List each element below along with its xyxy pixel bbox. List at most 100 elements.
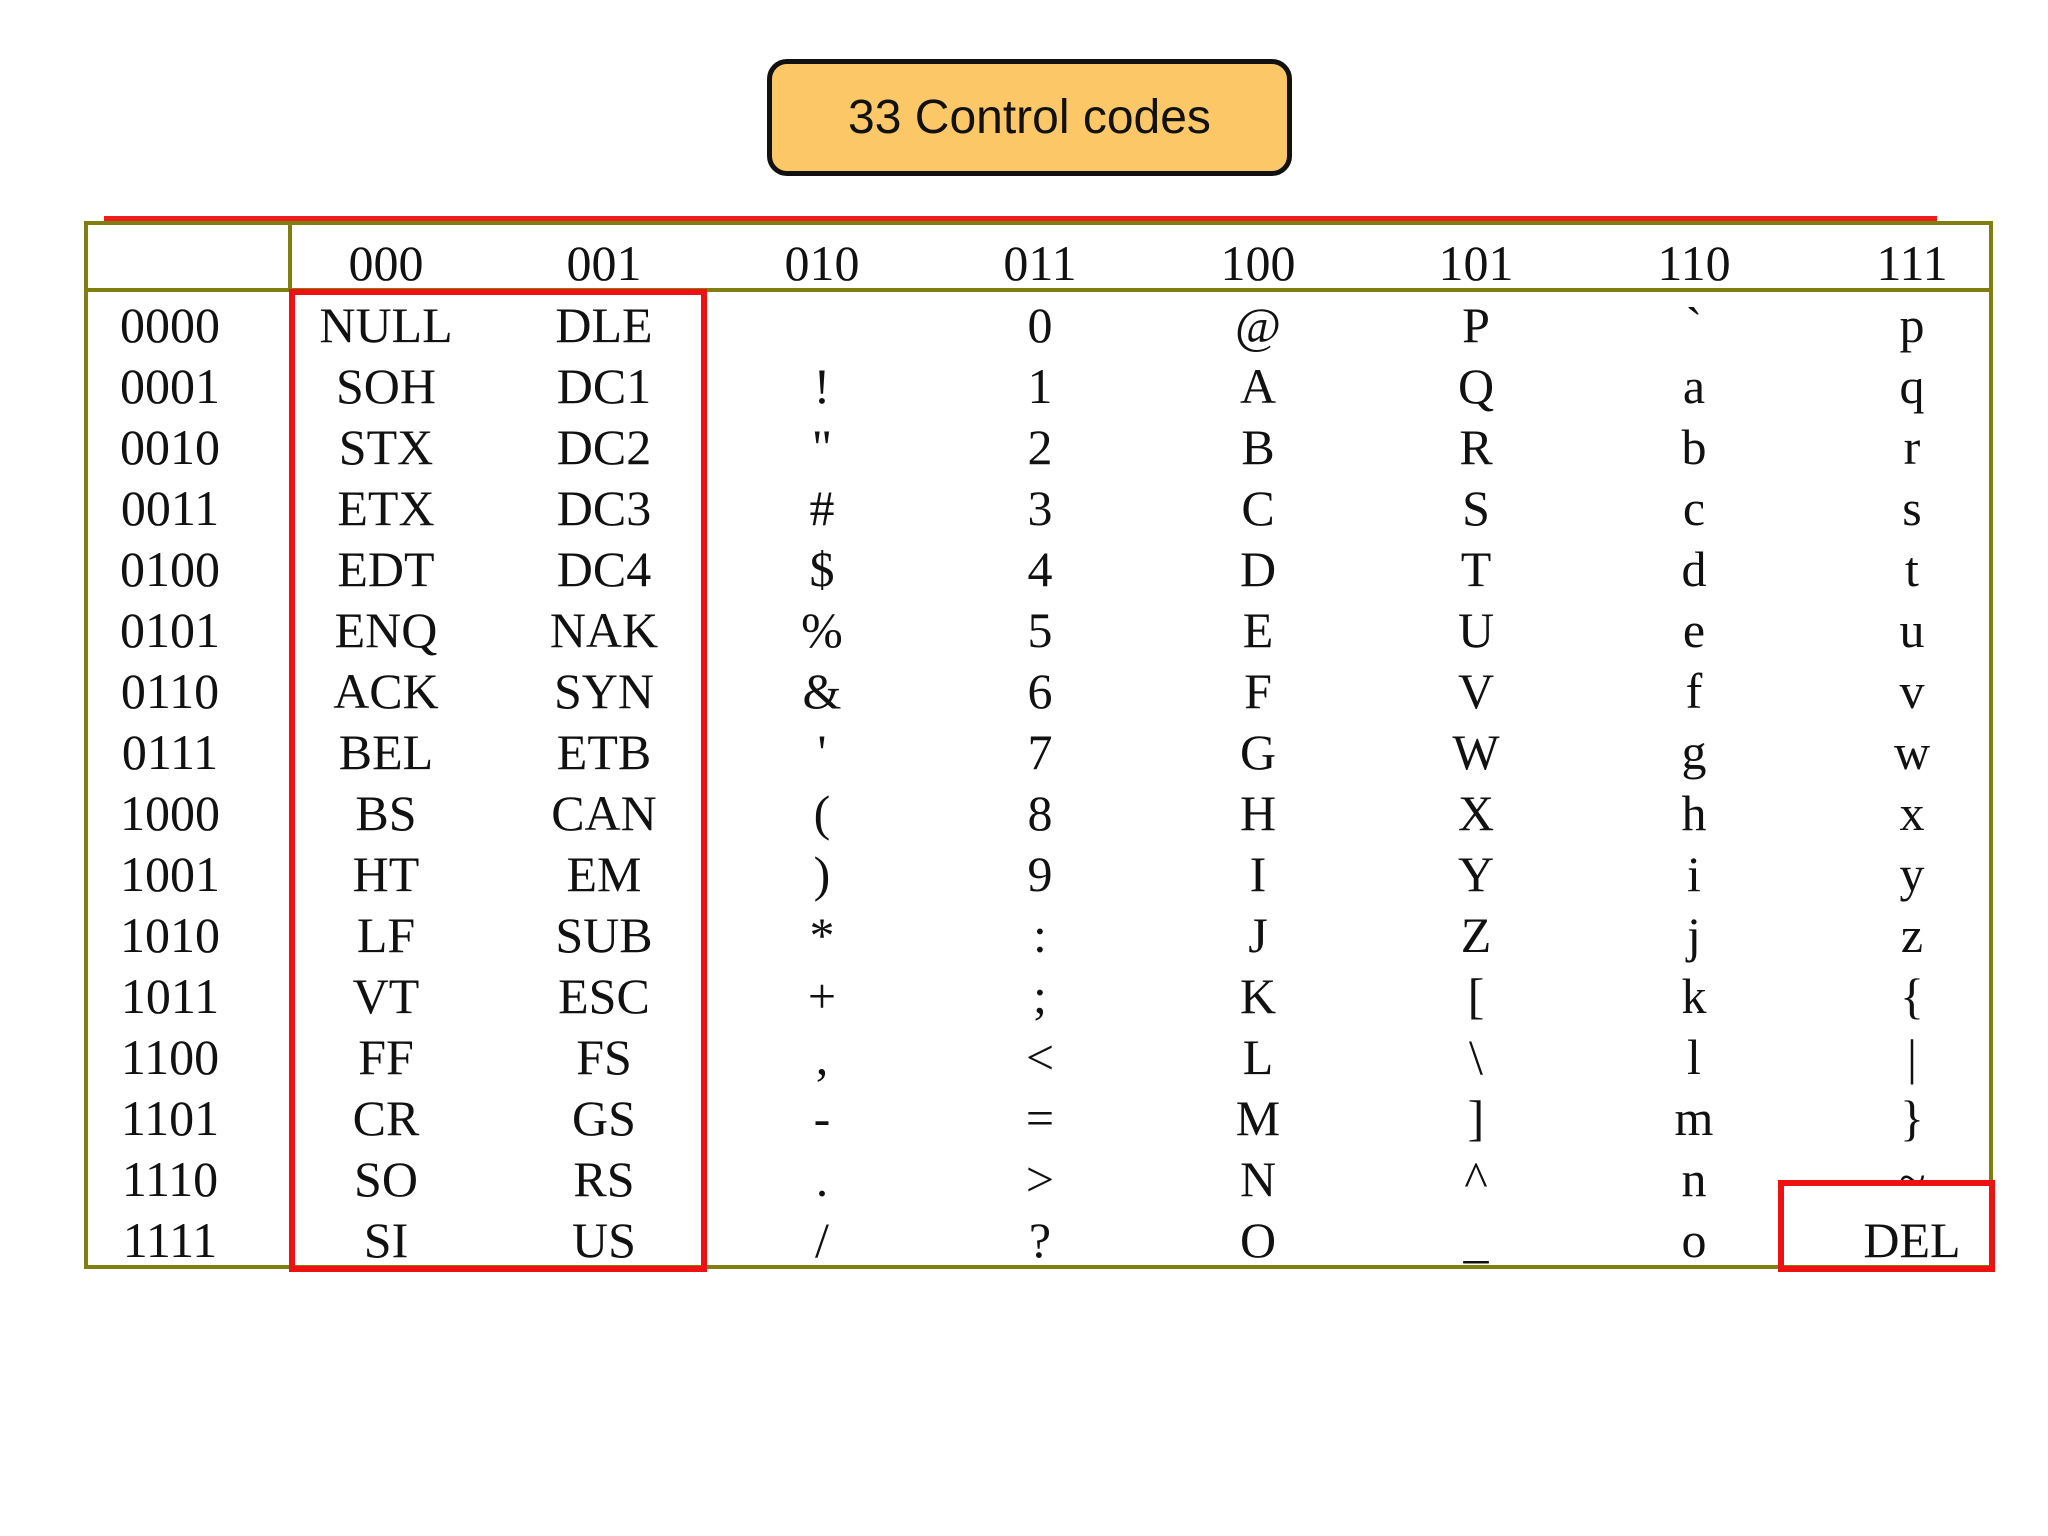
column-header-011: 011	[1003, 235, 1077, 291]
table-cell: \	[1469, 1029, 1483, 1085]
table-cell: x	[1899, 785, 1925, 841]
table-cell: 2	[1027, 419, 1053, 475]
table-cell: c	[1682, 480, 1706, 536]
table-cell: SO	[354, 1151, 418, 1207]
row-header-1111: 1111	[122, 1212, 218, 1268]
table-cell: VT	[352, 968, 420, 1024]
table-cell: *	[809, 907, 835, 963]
table-cell: I	[1249, 846, 1267, 902]
table-cell: m	[1674, 1090, 1714, 1146]
table-cell: 7	[1027, 724, 1053, 780]
table-cell: ESC	[558, 968, 650, 1024]
row-header-0111: 0111	[121, 724, 219, 780]
table-cell: o	[1681, 1212, 1707, 1268]
table-cell: 0	[1027, 297, 1053, 353]
table-cell: w	[1893, 724, 1931, 780]
table-cell: >	[1025, 1151, 1055, 1207]
table-cell: FF	[358, 1029, 414, 1085]
table-cell: N	[1239, 1151, 1277, 1207]
table-cell: !	[813, 358, 831, 414]
table-cell: DC2	[556, 419, 652, 475]
table-cell: L	[1242, 1029, 1274, 1085]
row-header-0000: 0000	[120, 297, 220, 353]
table-cell: '	[817, 724, 827, 780]
table-cell: US	[572, 1212, 636, 1268]
table-cell: SYN	[553, 663, 655, 719]
table-cell: ;	[1033, 968, 1047, 1024]
table-cell: Z	[1460, 907, 1492, 963]
table-cell: DC4	[556, 541, 652, 597]
column-header-010: 010	[784, 235, 860, 291]
table-cell: ENQ	[334, 602, 438, 658]
table-cell: RS	[573, 1151, 635, 1207]
table-cell: .	[815, 1151, 829, 1207]
table-cell: D	[1239, 541, 1277, 597]
table-cell: ?	[1028, 1212, 1052, 1268]
table-cell: =	[1025, 1090, 1055, 1146]
column-header-001: 001	[566, 235, 642, 291]
table-cell: Q	[1457, 358, 1495, 414]
table-cell: HT	[352, 846, 420, 902]
column-header-101: 101	[1438, 235, 1514, 291]
table-cell: EM	[566, 846, 642, 902]
table-cell: d	[1681, 541, 1707, 597]
table-cell: 6	[1027, 663, 1053, 719]
table-cell: M	[1235, 1090, 1281, 1146]
table-cell: 3	[1027, 480, 1053, 536]
table-cell: 1	[1027, 358, 1053, 414]
column-header-111: 111	[1876, 235, 1948, 291]
table-cell: f	[1685, 663, 1703, 719]
table-cell: ,	[815, 1029, 829, 1085]
column-header-000: 000	[348, 235, 424, 291]
table-cell: v	[1899, 663, 1925, 719]
row-header-1101: 1101	[120, 1090, 220, 1146]
table-cell: 8	[1027, 785, 1053, 841]
table-cell: k	[1681, 968, 1707, 1024]
header-corner-divider	[288, 221, 292, 290]
table-cell: [	[1467, 968, 1485, 1024]
table-cell: $	[809, 541, 835, 597]
table-cell: }	[1900, 1090, 1924, 1146]
table-cell: |	[1906, 1029, 1917, 1085]
table-cell: b	[1681, 419, 1707, 475]
table-cell: a	[1682, 358, 1706, 414]
table-cell: l	[1687, 1029, 1701, 1085]
top-highlight-line	[104, 216, 1937, 225]
table-cell: S	[1462, 480, 1490, 536]
table-cell: n	[1681, 1151, 1707, 1207]
table-cell: H	[1239, 785, 1277, 841]
table-cell: s	[1902, 480, 1922, 536]
table-cell: 4	[1027, 541, 1053, 597]
table-cell: 9	[1027, 846, 1053, 902]
table-cell: Y	[1457, 846, 1495, 902]
table-cell: BEL	[338, 724, 434, 780]
table-cell: _	[1463, 1212, 1489, 1268]
table-cell: FS	[576, 1029, 632, 1085]
table-cell: e	[1682, 602, 1706, 658]
table-cell: F	[1244, 663, 1272, 719]
row-header-0011: 0011	[120, 480, 220, 536]
table-cell: #	[809, 480, 835, 536]
table-cell: SI	[363, 1212, 409, 1268]
table-cell: STX	[338, 419, 434, 475]
row-header-0010: 0010	[120, 419, 220, 475]
table-cell: /	[815, 1212, 829, 1268]
row-header-0100: 0100	[120, 541, 220, 597]
table-cell: O	[1239, 1212, 1277, 1268]
table-cell: J	[1248, 907, 1268, 963]
table-cell: E	[1242, 602, 1274, 658]
table-cell: `	[1685, 297, 1703, 353]
table-cell: p	[1899, 297, 1925, 353]
table-cell: DEL	[1863, 1212, 1961, 1268]
table-cell: EDT	[337, 541, 435, 597]
table-cell: (	[813, 785, 831, 841]
table-cell: i	[1687, 846, 1701, 902]
table-cell: T	[1460, 541, 1492, 597]
table-cell: +	[807, 968, 837, 1024]
table-cell: ]	[1467, 1090, 1485, 1146]
table-cell: u	[1899, 602, 1925, 658]
table-cell: B	[1241, 419, 1275, 475]
table-cell: &	[802, 663, 842, 719]
table-cell: <	[1025, 1029, 1055, 1085]
table-cell: ETB	[556, 724, 652, 780]
